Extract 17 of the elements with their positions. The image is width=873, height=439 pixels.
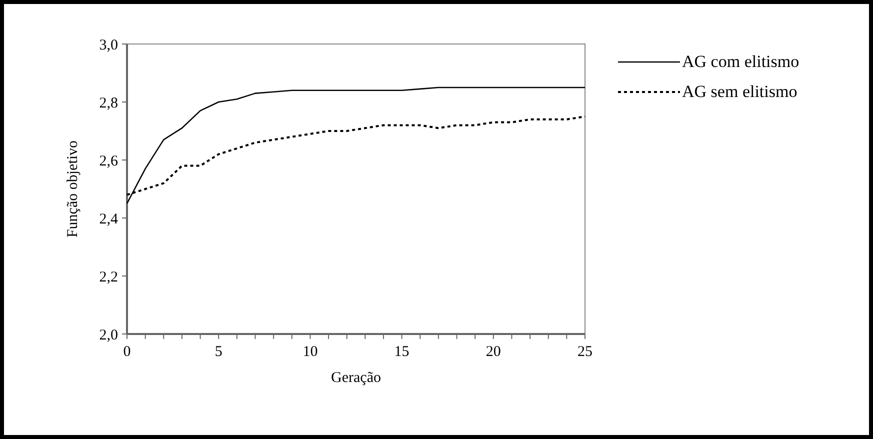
y-tick-label: 2,4 [99, 211, 118, 228]
x-tick-label: 20 [486, 344, 501, 360]
x-tick-label: 10 [302, 344, 318, 360]
y-tick-label: 2,2 [99, 269, 118, 286]
y-tick-label: 2,0 [99, 327, 118, 344]
x-tick-label: 5 [214, 344, 222, 360]
x-tick-label: 15 [394, 344, 410, 360]
y-tick-label: 3,0 [99, 37, 118, 54]
y-tick-label: 2,8 [99, 95, 118, 112]
x-tick-label: 25 [578, 344, 592, 360]
legend-label: AG com elitismo [682, 52, 800, 71]
line-series [126, 86, 586, 204]
y-axis-title: Função objetivo [65, 140, 81, 238]
x-tick-label: 0 [123, 344, 131, 360]
x-axis-title: Geração [331, 370, 381, 386]
legend-label: AG sem elitismo [682, 82, 798, 101]
y-tick-label: 2,6 [99, 153, 118, 170]
